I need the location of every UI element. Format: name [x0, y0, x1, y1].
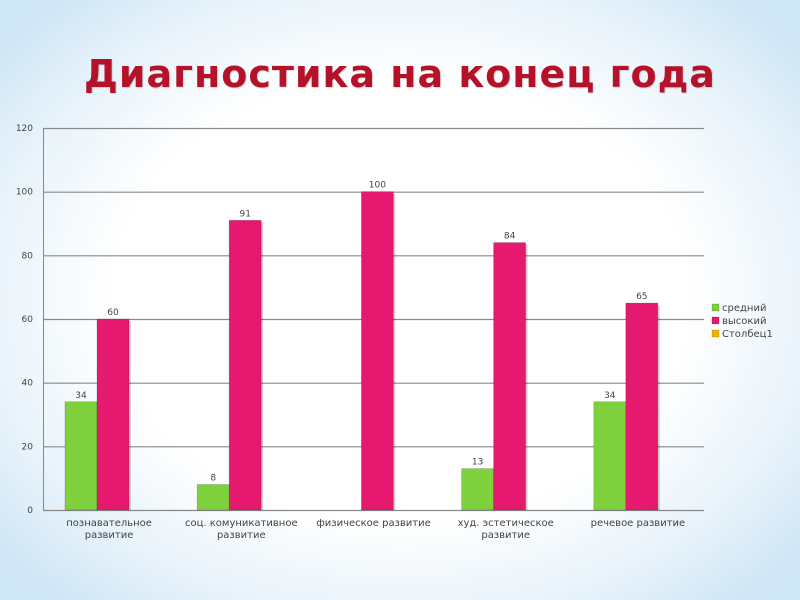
bar-shadow	[525, 244, 528, 510]
legend-swatch	[711, 316, 720, 325]
data-label: 65	[636, 292, 647, 302]
category-label: физическое развитие	[316, 518, 431, 529]
category-label: развитие	[85, 530, 134, 541]
bar-средний	[196, 484, 230, 511]
category-label: развитие	[217, 530, 266, 541]
category-label: соц. комуникативное	[185, 518, 298, 529]
chart-title: Диагностика на конец года	[84, 52, 716, 96]
legend: средний высокий Столбец1	[711, 303, 773, 340]
data-label: 34	[75, 391, 87, 401]
data-labels: 34 60 8 91 100 13 84 34 65	[75, 181, 647, 484]
y-tick-label: 120	[16, 124, 33, 134]
bar-shadow	[657, 305, 660, 510]
y-axis: 0 20 40 60 80 100 120	[16, 124, 44, 516]
bar-shadow	[393, 193, 396, 510]
y-tick-label: 100	[16, 188, 33, 198]
y-tick-label: 40	[22, 379, 34, 389]
data-label: 84	[504, 232, 516, 242]
data-label: 60	[107, 308, 119, 318]
bar-средний	[461, 468, 494, 511]
category-label: речевое развитие	[591, 518, 686, 529]
bar-высокий	[228, 220, 262, 511]
bar-высокий	[493, 242, 526, 511]
data-label: 34	[604, 391, 616, 401]
y-tick-label: 0	[27, 506, 33, 516]
y-tick-label: 60	[22, 315, 34, 325]
legend-swatch	[711, 329, 720, 338]
bar-высокий	[96, 318, 130, 511]
bar-shadow	[261, 222, 264, 511]
legend-label: Столбец1	[722, 329, 773, 340]
bar-shadow	[129, 321, 131, 510]
data-label: 13	[472, 458, 483, 468]
bar-высокий	[625, 302, 659, 511]
legend-swatch	[711, 303, 720, 312]
category-label: худ. эстетическое	[458, 518, 554, 529]
bar-средний	[64, 401, 98, 511]
legend-label: средний	[722, 303, 766, 314]
category-label: развитие	[481, 530, 530, 541]
category-label: познавательное	[66, 518, 152, 529]
data-label: 8	[210, 474, 216, 484]
data-label: 100	[369, 181, 386, 191]
data-label: 91	[239, 209, 250, 219]
y-tick-label: 20	[22, 442, 34, 452]
y-tick-label: 80	[22, 251, 34, 261]
bar-высокий	[361, 191, 394, 511]
bar-средний	[593, 401, 627, 511]
legend-label: высокий	[722, 316, 766, 327]
bars	[64, 191, 660, 511]
